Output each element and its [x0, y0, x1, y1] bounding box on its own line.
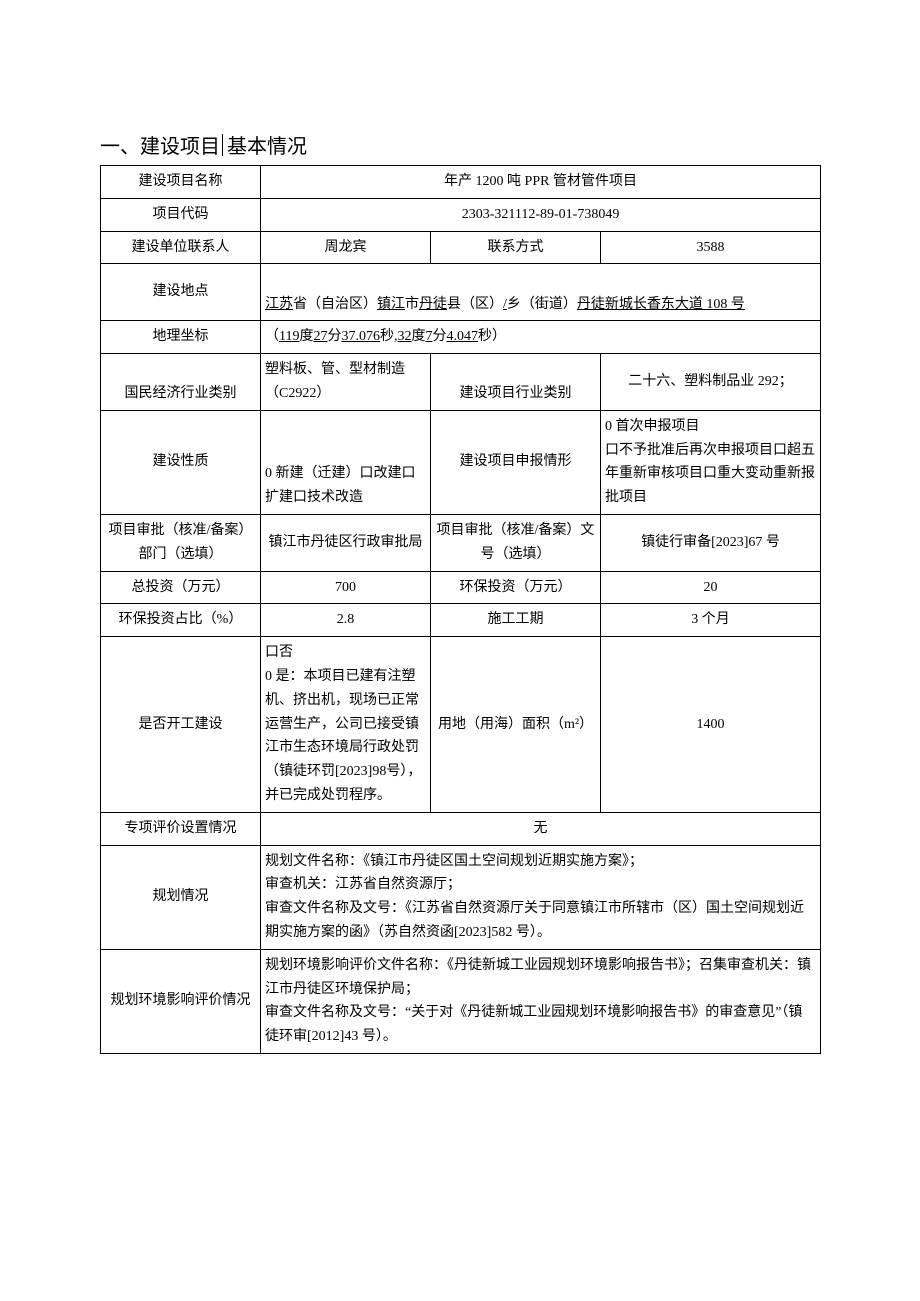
value-plan-eia: 规划环境影响评价文件名称：《丹徒新城工业园规划环境影响报告书》；召集审查机关：镇…	[261, 949, 821, 1053]
value-contact-person: 周龙宾	[261, 231, 431, 264]
table-row: 地理坐标 （119度27分37.076秒,32度7分4.047秒）	[101, 321, 821, 354]
value-address: 江苏省（自治区）镇江市丹徒县（区）/乡（街道）丹徒新城长香东大道 108 号	[261, 264, 821, 321]
label-approve-dept: 项目审批（核准/备案）部门（选填）	[101, 514, 261, 571]
table-row: 规划环境影响评价情况 规划环境影响评价文件名称：《丹徒新城工业园规划环境影响报告…	[101, 949, 821, 1053]
label-planning: 规划情况	[101, 845, 261, 949]
label-env-invest: 环保投资（万元）	[431, 571, 601, 604]
section-title: 一、 建设项目 基本情况	[100, 130, 820, 159]
table-row: 国民经济行业类别 塑料板、管、型材制造（C2922） 建设项目行业类别 二十六、…	[101, 354, 821, 411]
table-row: 规划情况 规划文件名称：《镇江市丹徒区国土空间规划近期实施方案》； 审查机关：江…	[101, 845, 821, 949]
label-proj-industry: 建设项目行业类别	[431, 354, 601, 411]
value-env-invest: 20	[601, 571, 821, 604]
value-contact-phone: 3588	[601, 231, 821, 264]
value-special: 无	[261, 812, 821, 845]
label-declare: 建设项目申报情形	[431, 410, 601, 514]
value-approve-no: 镇徒行审备[2023]67 号	[601, 514, 821, 571]
label-industry: 国民经济行业类别	[101, 354, 261, 411]
value-planning: 规划文件名称：《镇江市丹徒区国土空间规划近期实施方案》； 审查机关：江苏省自然资…	[261, 845, 821, 949]
label-started: 是否开工建设	[101, 637, 261, 813]
table-row: 建设单位联系人 周龙宾 联系方式 3588	[101, 231, 821, 264]
table-row: 项目审批（核准/备案）部门（选填） 镇江市丹徒区行政审批局 项目审批（核准/备案…	[101, 514, 821, 571]
label-duration: 施工工期	[431, 604, 601, 637]
value-coord: （119度27分37.076秒,32度7分4.047秒）	[261, 321, 821, 354]
table-row: 项目代码 2303-321112-89-01-738049	[101, 198, 821, 231]
table-row: 建设性质 0 新建（迁建）口改建口扩建口技术改造 建设项目申报情形 0 首次申报…	[101, 410, 821, 514]
label-plan-eia: 规划环境影响评价情况	[101, 949, 261, 1053]
table-row: 建设项目名称 年产 1200 吨 PPR 管材管件项目	[101, 166, 821, 199]
label-approve-no: 项目审批（核准/备案）文号（选填）	[431, 514, 601, 571]
label-total-invest: 总投资（万元）	[101, 571, 261, 604]
value-proj-industry: 二十六、塑料制品业 292；	[601, 354, 821, 411]
value-declare: 0 首次申报项目 口不予批准后再次申报项目口超五年重新审核项目口重大变动重新报批…	[601, 410, 821, 514]
value-project-code: 2303-321112-89-01-738049	[261, 198, 821, 231]
label-contact-person: 建设单位联系人	[101, 231, 261, 264]
table-row: 环保投资占比（%） 2.8 施工工期 3 个月	[101, 604, 821, 637]
value-industry: 塑料板、管、型材制造（C2922）	[261, 354, 431, 411]
table-row: 专项评价设置情况 无	[101, 812, 821, 845]
label-special: 专项评价设置情况	[101, 812, 261, 845]
label-address: 建设地点	[101, 264, 261, 321]
value-started: 口否 0 是：本项目已建有注塑机、挤出机，现场已正常运营生产，公司已接受镇江市生…	[261, 637, 431, 813]
value-approve-dept: 镇江市丹徒区行政审批局	[261, 514, 431, 571]
title-part-b: 基本情况	[227, 130, 307, 159]
label-project-name: 建设项目名称	[101, 166, 261, 199]
title-divider	[222, 134, 223, 156]
value-duration: 3 个月	[601, 604, 821, 637]
table-row: 总投资（万元） 700 环保投资（万元） 20	[101, 571, 821, 604]
label-contact-phone: 联系方式	[431, 231, 601, 264]
project-info-table: 建设项目名称 年产 1200 吨 PPR 管材管件项目 项目代码 2303-32…	[100, 165, 821, 1054]
label-coord: 地理坐标	[101, 321, 261, 354]
label-ratio: 环保投资占比（%）	[101, 604, 261, 637]
label-nature: 建设性质	[101, 410, 261, 514]
table-row: 建设地点 江苏省（自治区）镇江市丹徒县（区）/乡（街道）丹徒新城长香东大道 10…	[101, 264, 821, 321]
title-part-a: 建设项目	[140, 130, 220, 159]
value-ratio: 2.8	[261, 604, 431, 637]
table-row: 是否开工建设 口否 0 是：本项目已建有注塑机、挤出机，现场已正常运营生产，公司…	[101, 637, 821, 813]
value-nature: 0 新建（迁建）口改建口扩建口技术改造	[261, 410, 431, 514]
value-project-name: 年产 1200 吨 PPR 管材管件项目	[261, 166, 821, 199]
label-land-area: 用地（用海）面积（m²）	[431, 637, 601, 813]
title-num: 一、	[100, 130, 140, 159]
value-land-area: 1400	[601, 637, 821, 813]
label-project-code: 项目代码	[101, 198, 261, 231]
value-total-invest: 700	[261, 571, 431, 604]
